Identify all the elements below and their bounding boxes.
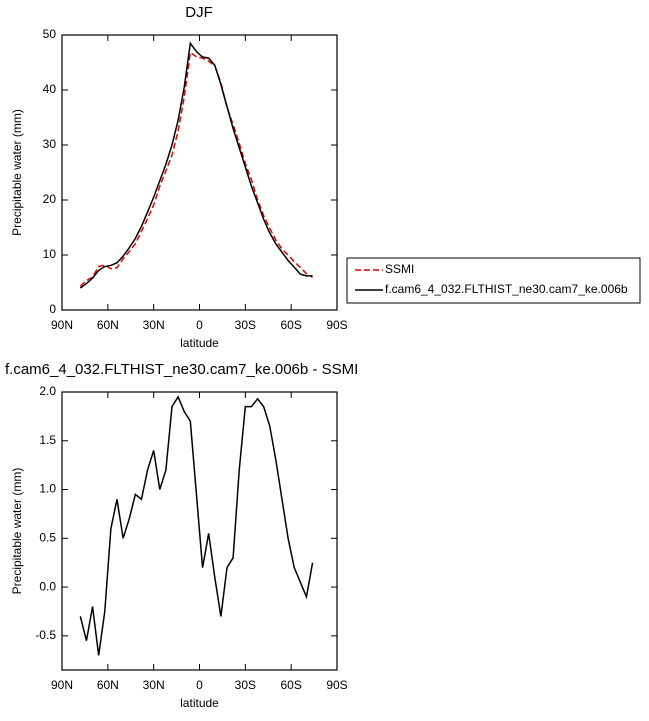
- x-tick-label: 30S: [235, 678, 256, 692]
- y-tick-label: 0.0: [39, 579, 56, 593]
- legend-label: SSMI: [385, 262, 414, 276]
- legend-label: f.cam6_4_032.FLTHIST_ne30.cam7_ke.006b: [385, 282, 628, 296]
- x-tick-label: 30N: [143, 318, 165, 332]
- x-tick-label: 60N: [97, 318, 119, 332]
- x-tick-label: 90S: [326, 678, 347, 692]
- y-tick-label: -0.5: [35, 628, 56, 642]
- y-axis-label: Precipitable water (mm): [10, 109, 24, 236]
- x-tick-label: 90S: [326, 318, 347, 332]
- x-tick-label: 60N: [97, 678, 119, 692]
- x-tick-label: 90N: [51, 318, 73, 332]
- data-line: [79, 51, 313, 287]
- y-tick-label: 2.0: [39, 384, 56, 398]
- x-tick-label: 90N: [51, 678, 73, 692]
- y-axis-label: Precipitable water (mm): [10, 468, 24, 595]
- y-tick-label: 30: [43, 137, 57, 151]
- data-line: [79, 395, 314, 656]
- chart-title: f.cam6_4_032.FLTHIST_ne30.cam7_ke.006b -…: [5, 361, 358, 378]
- y-tick-label: 0: [49, 302, 56, 316]
- x-tick-label: 60S: [280, 678, 301, 692]
- chart-title: DJF: [185, 4, 213, 21]
- y-tick-label: 0.5: [39, 530, 56, 544]
- y-tick-label: 50: [43, 27, 57, 41]
- y-tick-label: 20: [43, 192, 57, 206]
- x-tick-label: 0: [196, 318, 203, 332]
- x-tick-label: 60S: [280, 318, 301, 332]
- x-axis-label: latitude: [180, 696, 219, 710]
- y-tick-label: 1.0: [39, 482, 56, 496]
- x-tick-label: 30N: [143, 678, 165, 692]
- y-tick-label: 40: [43, 82, 57, 96]
- x-tick-label: 0: [196, 678, 203, 692]
- x-axis-label: latitude: [180, 336, 219, 350]
- y-tick-label: 1.5: [39, 433, 56, 447]
- y-tick-label: 10: [43, 247, 57, 261]
- legend-box: [346, 257, 641, 304]
- x-tick-label: 30S: [235, 318, 256, 332]
- data-line: [79, 41, 313, 289]
